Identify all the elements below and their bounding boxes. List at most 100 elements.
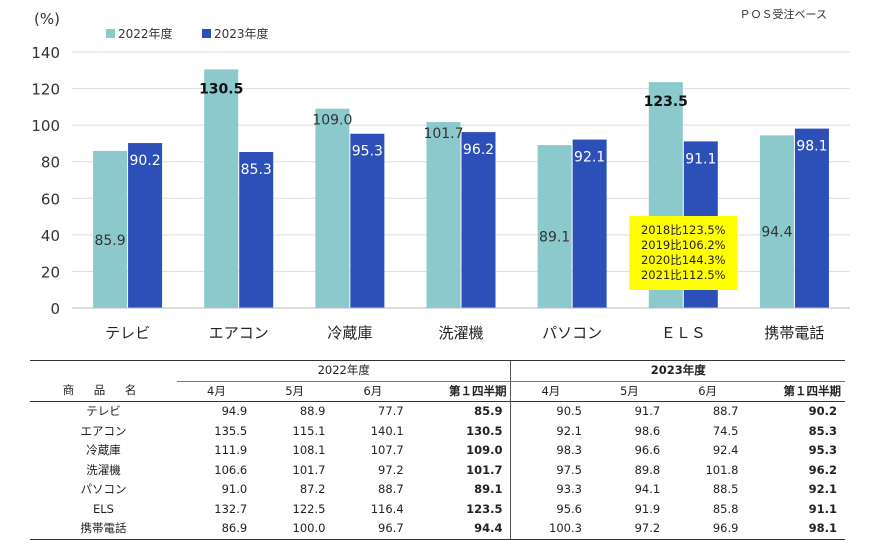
cell-2022: 101.7 [466, 462, 503, 477]
category-label: 洗濯機 [438, 324, 483, 342]
y-axis: 0 20 40 60 80 100 120 140 [31, 44, 60, 318]
cell-2022: 130.5 [466, 423, 503, 438]
legend-swatch [202, 29, 211, 38]
bar-2023 [572, 139, 607, 308]
year-2023-header: 2023年度 [510, 360, 845, 382]
y-tick-label: 80 [41, 154, 60, 172]
table-row: テレビ 94.9 88.9 77.7 85.9 90.5 91.7 88.7 90.2 [30, 401, 845, 422]
data-label: 85.3 [241, 162, 272, 178]
month-header: 4月 [510, 381, 590, 402]
bar-2022 [537, 145, 572, 308]
cell-2022: 106.6 [214, 462, 248, 477]
table-row: エアコン 135.5 115.1 140.1 130.5 92.1 98.6 74.5 85.3 [30, 421, 845, 441]
month-header: 4月 [207, 383, 226, 398]
cell-2022: 94.9 [177, 401, 256, 422]
product-name: テレビ [30, 401, 177, 422]
annotation-line: 2019比106.2% [641, 238, 726, 252]
cell-2023: 92.1 [510, 421, 590, 441]
cell-2022: 88.9 [255, 401, 334, 422]
cell-2022: 108.1 [292, 443, 326, 457]
cell-2023: 96.6 [634, 443, 661, 457]
annotation-box [629, 216, 738, 290]
y-unit-label: (%) [34, 10, 60, 28]
quarter-header: 第１四半期 [783, 383, 842, 398]
cell-2022: 96.7 [333, 519, 412, 540]
cell-2023: 97.5 [510, 460, 590, 480]
cell-2022: 87.2 [299, 482, 326, 496]
category-label: エアコン [209, 324, 269, 342]
data-label: 101.7 [423, 126, 463, 142]
cell-2022: 86.9 [177, 519, 256, 540]
table-row: ELS 132.7 122.5 116.4 123.5 95.6 91.9 85.8 91.1 [30, 499, 845, 519]
note-text: ＰＯＳ受注ベース [740, 7, 827, 21]
cell-2022: 140.1 [370, 423, 404, 438]
data-label: 123.5 [644, 94, 688, 110]
bar-2022 [93, 150, 128, 308]
category-label: 冷蔵庫 [327, 324, 372, 342]
cell-2022: 77.7 [333, 401, 412, 422]
product-name: パソコン [80, 482, 127, 496]
product-column-header: 商 品 名 [62, 383, 145, 398]
cell-2022: 116.4 [370, 501, 404, 516]
category-label: ＥＬＳ [661, 324, 706, 342]
legend-label: 2023年度 [214, 26, 269, 41]
cell-2023: 97.2 [589, 519, 669, 540]
bar-2022 [759, 135, 794, 308]
cell-2022: 111.9 [214, 443, 248, 457]
quarter-header: 第１四半期 [448, 383, 507, 398]
cell-2022: 85.9 [411, 401, 511, 422]
data-label: 90.2 [129, 153, 160, 169]
cell-2023: 91.9 [634, 501, 661, 516]
category-label: 携帯電話 [764, 324, 824, 342]
data-label: 96.2 [463, 142, 494, 158]
table-row: 冷蔵庫 111.9 108.1 107.7 109.0 98.3 96.6 92.4 95.3 [30, 441, 845, 461]
cell-2023: 88.7 [668, 401, 747, 422]
data-label: 109.0 [312, 113, 352, 129]
cell-2023: 89.8 [634, 462, 661, 477]
data-label: 92.1 [574, 150, 605, 166]
product-name: 携帯電話 [30, 519, 177, 540]
month-header: 5月 [619, 383, 639, 398]
data-label: 98.1 [796, 139, 827, 155]
cell-2023: 85.8 [712, 501, 739, 516]
legend-swatch [106, 29, 115, 38]
annotation-line: 2018比123.5% [641, 223, 726, 237]
month-header: 5月 [285, 383, 305, 398]
cell-2022: 122.5 [292, 501, 326, 516]
cell-2022: 107.7 [370, 443, 404, 457]
cell-2023: 100.3 [510, 519, 590, 540]
cell-2022: 100.0 [255, 519, 334, 540]
product-name: 洗濯機 [86, 462, 121, 477]
cell-2022: 135.5 [214, 423, 248, 438]
y-tick-label: 40 [41, 227, 60, 245]
legend: 2022年度 2023年度 [106, 26, 269, 41]
data-label: 85.9 [94, 233, 125, 249]
cell-2022: 94.4 [411, 519, 511, 540]
data-label: 94.4 [761, 225, 792, 241]
cell-2023: 85.3 [808, 423, 837, 438]
cell-2023: 96.2 [808, 462, 837, 477]
y-tick-label: 100 [31, 117, 60, 135]
cell-2022: 97.2 [378, 462, 404, 477]
bar-2023 [350, 133, 385, 308]
gridlines [72, 51, 850, 309]
product-name: ELS [93, 501, 114, 516]
month-header: 6月 [698, 383, 718, 398]
cell-2023: 92.4 [712, 443, 739, 457]
bar-2022 [315, 108, 350, 308]
cell-2023: 95.3 [808, 443, 837, 457]
table-row: 洗濯機 106.6 101.7 97.2 101.7 97.5 89.8 101.8 96.2 [30, 460, 845, 480]
cell-2023: 91.7 [589, 401, 669, 422]
bar-chart: (%) ＰＯＳ受注ベース 2022年度 2023年度 0 20 40 60 80 100 12… [31, 7, 850, 342]
cell-2022: 115.1 [292, 423, 326, 438]
cell-2022: 101.7 [292, 462, 326, 477]
annotation-line: 2021比112.5% [641, 268, 726, 282]
product-name: エアコン [80, 423, 127, 438]
y-tick-label: 0 [50, 300, 60, 318]
cell-2023: 96.9 [668, 519, 747, 540]
cell-2023: 90.5 [510, 401, 590, 422]
cell-2023: 91.1 [808, 501, 837, 516]
cell-2022: 109.0 [466, 443, 503, 457]
cell-2023: 92.1 [808, 482, 837, 496]
cell-2023: 95.6 [510, 499, 590, 519]
